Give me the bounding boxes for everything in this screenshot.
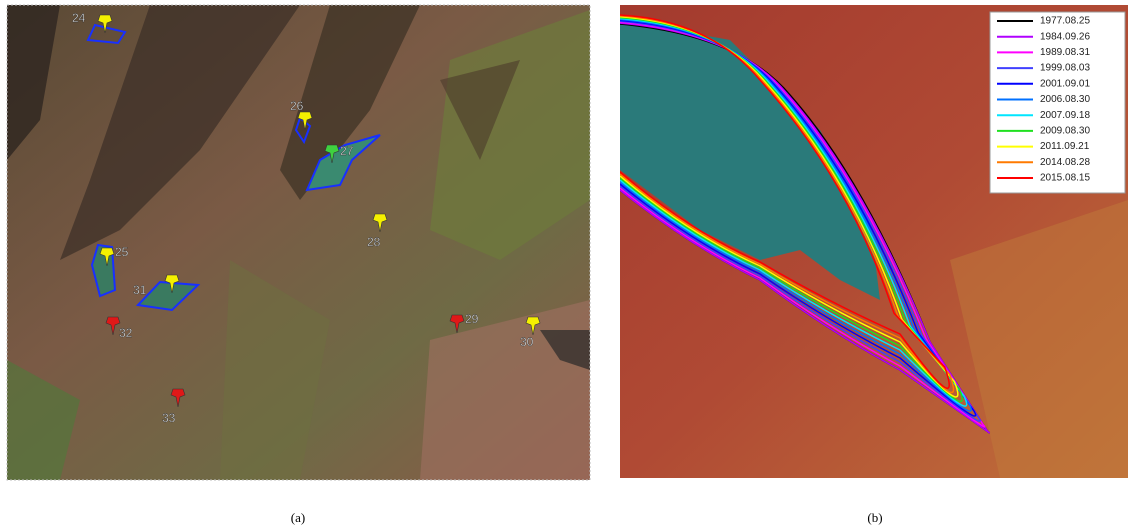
legend-label: 2015.08.15 (1040, 173, 1090, 184)
legend-label: 2006.08.30 (1040, 94, 1090, 105)
pin-label: 26 (290, 99, 304, 113)
legend-label: 1999.08.03 (1040, 63, 1090, 74)
legend-label: 1984.09.26 (1040, 31, 1090, 42)
pin-label: 25 (115, 245, 129, 259)
pin-label: 29 (465, 312, 479, 326)
pin-label: 28 (367, 235, 381, 249)
caption: (a) (291, 510, 305, 525)
legend-label: 1977.08.25 (1040, 16, 1090, 27)
pin-label: 32 (119, 326, 133, 340)
caption: (b) (867, 510, 882, 525)
figure: (a) (b) 24 26 27 25 31 28 32 29 30 33 1977.08.25 19… (0, 0, 1131, 531)
legend-label: 2007.09.18 (1040, 110, 1090, 121)
legend-label: 2011.09.21 (1040, 141, 1090, 152)
pin-label: 27 (340, 144, 354, 158)
legend-label: 1989.08.31 (1040, 47, 1090, 58)
legend-label: 2014.08.28 (1040, 157, 1090, 168)
pin-label: 33 (162, 411, 176, 425)
legend-label: 2001.09.01 (1040, 78, 1090, 89)
legend-label: 2009.08.30 (1040, 126, 1090, 137)
pin-label: 30 (520, 335, 534, 349)
satellite-image-a (7, 5, 590, 480)
pin-label: 24 (72, 11, 86, 25)
pin-label: 31 (133, 283, 147, 297)
page: {"panels": [ {"caption": "(a)", "markers… (0, 0, 1131, 531)
